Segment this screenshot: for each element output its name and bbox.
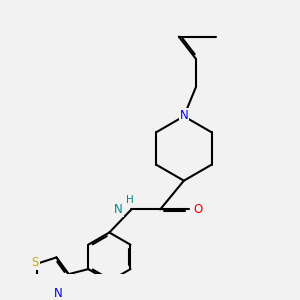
Text: N: N <box>179 109 188 122</box>
Text: S: S <box>31 256 39 268</box>
Text: N: N <box>114 203 123 216</box>
Text: N: N <box>54 287 62 300</box>
Text: H: H <box>126 195 134 205</box>
Text: O: O <box>194 203 203 216</box>
